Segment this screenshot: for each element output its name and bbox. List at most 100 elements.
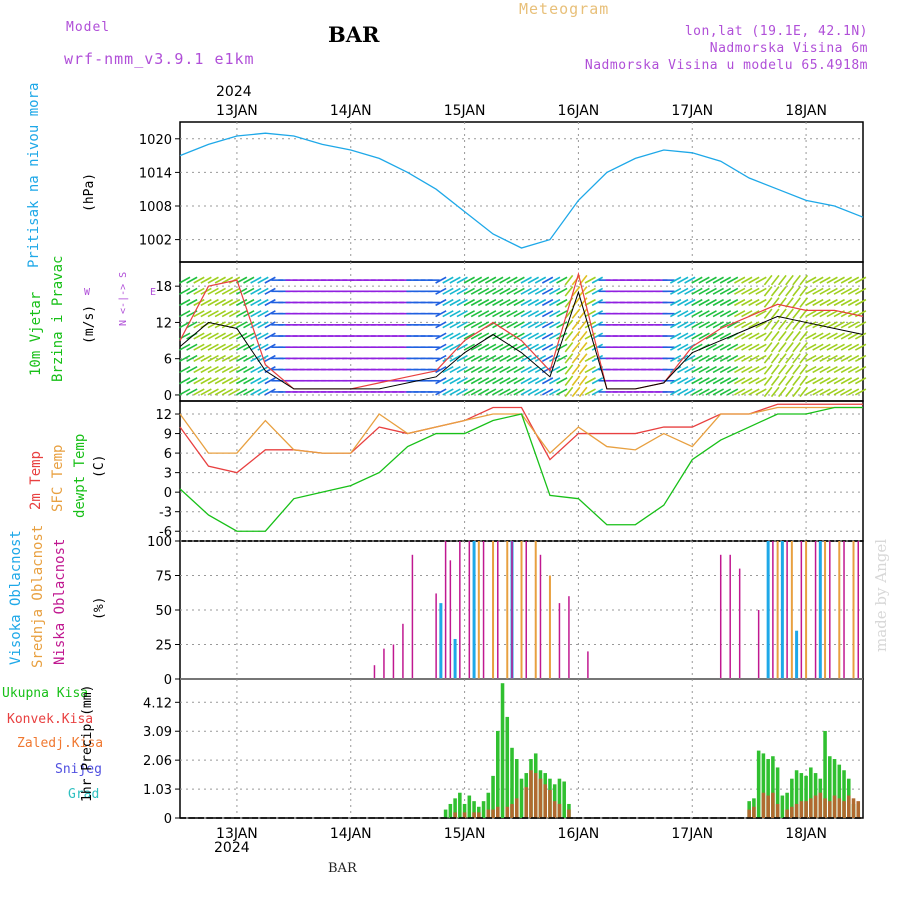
wind-barb bbox=[578, 330, 588, 342]
wind-barb bbox=[435, 276, 447, 284]
wind-barb bbox=[463, 298, 475, 307]
wind-barb bbox=[670, 332, 682, 340]
wind-barb bbox=[549, 287, 561, 295]
wind-barb bbox=[819, 321, 831, 329]
bottom-day-label: 15JAN bbox=[444, 826, 486, 842]
wind-barb bbox=[520, 354, 532, 362]
watermark: made by Angel bbox=[872, 538, 890, 652]
wind-barb bbox=[435, 365, 447, 374]
wind-barb bbox=[833, 287, 845, 295]
top-day-label: 18JAN bbox=[785, 103, 827, 119]
wind-barb bbox=[513, 287, 525, 295]
wind-barb bbox=[670, 287, 682, 295]
wind-barb bbox=[200, 388, 212, 396]
wind-barb bbox=[705, 365, 717, 374]
y-tick-label: 1020 bbox=[139, 133, 172, 148]
wind-barb bbox=[513, 354, 525, 362]
wind-barb bbox=[243, 354, 255, 362]
bottom-day-label: 14JAN bbox=[330, 826, 372, 842]
wind-barb bbox=[456, 287, 468, 295]
wind-barb bbox=[214, 354, 226, 362]
wind-barb bbox=[456, 354, 468, 362]
wind-barb bbox=[541, 354, 554, 362]
wind-barb bbox=[705, 276, 717, 284]
wind-barb bbox=[785, 286, 794, 297]
wind-barb bbox=[833, 365, 845, 374]
precip-conv-bar bbox=[775, 803, 780, 818]
wind-barb bbox=[684, 276, 696, 284]
wind-barb bbox=[477, 332, 490, 340]
y-tick-label: -3 bbox=[159, 506, 172, 521]
wind-barb bbox=[684, 377, 696, 385]
wind-barb bbox=[221, 321, 234, 329]
wind-barb bbox=[435, 377, 447, 385]
wind-barb bbox=[670, 343, 682, 351]
precip-conv-bar bbox=[486, 809, 491, 818]
precip-total-bar bbox=[842, 770, 846, 818]
wind-barb bbox=[840, 377, 853, 385]
wind-barb bbox=[534, 343, 547, 351]
wind-barb bbox=[243, 276, 255, 284]
wind-barb bbox=[228, 377, 241, 385]
precip-conv-bar bbox=[766, 795, 770, 818]
wind-barb bbox=[840, 388, 853, 396]
wind-barb bbox=[691, 321, 703, 329]
wind-barb bbox=[755, 365, 767, 374]
wind-barb bbox=[549, 365, 561, 374]
wind-barb bbox=[186, 388, 198, 396]
wind-barb bbox=[799, 274, 809, 286]
wind-barb bbox=[840, 287, 853, 295]
wind-barb bbox=[250, 354, 262, 362]
wind-barb bbox=[591, 287, 604, 295]
wind-barb bbox=[826, 287, 838, 295]
precip-legend-total: Ukupna Kisa bbox=[2, 686, 89, 701]
wind-barb bbox=[485, 310, 497, 318]
wind-barb bbox=[200, 298, 212, 307]
wind-barb bbox=[670, 354, 682, 362]
wind-barb bbox=[812, 332, 824, 340]
wind-barb bbox=[741, 343, 753, 351]
wind-barb bbox=[805, 310, 817, 318]
wind-barb bbox=[584, 287, 596, 295]
wind-barb bbox=[556, 332, 568, 340]
wind-barb bbox=[734, 310, 746, 318]
wind-barb bbox=[741, 377, 753, 385]
wind-barb bbox=[591, 310, 604, 318]
precip-unit: 1hr Precip (mm) bbox=[80, 684, 95, 802]
wind-barb bbox=[449, 321, 461, 329]
wind-barb bbox=[477, 354, 490, 362]
wind-barb bbox=[684, 287, 696, 295]
wind-barb bbox=[770, 330, 780, 342]
wind-barb bbox=[584, 388, 596, 396]
precip-conv-bar bbox=[529, 770, 533, 818]
wind-barb bbox=[705, 321, 717, 329]
precip-total-bar bbox=[467, 795, 472, 818]
wind-barb bbox=[250, 276, 262, 284]
wind-barb bbox=[578, 297, 588, 308]
wind-barb bbox=[755, 388, 767, 396]
wind-barb bbox=[755, 287, 767, 295]
wind-barb bbox=[805, 321, 817, 329]
wind-barb bbox=[833, 354, 845, 362]
wind-barb bbox=[214, 287, 226, 295]
wind-barb bbox=[847, 354, 860, 362]
wind-barb bbox=[243, 287, 255, 295]
wind-barb bbox=[698, 388, 710, 396]
y-tick-label: 9 bbox=[164, 428, 172, 443]
wind-barb bbox=[456, 298, 468, 307]
wind-barb bbox=[785, 274, 794, 286]
wind-barb bbox=[442, 310, 454, 318]
wind-barb bbox=[833, 388, 845, 396]
wind-barb bbox=[264, 332, 276, 340]
wind-barb bbox=[527, 310, 540, 318]
wind-barb bbox=[792, 342, 801, 353]
wind-barb bbox=[527, 332, 540, 340]
wind-barb bbox=[770, 342, 780, 353]
wind-barb bbox=[826, 310, 838, 318]
wind-barb bbox=[805, 287, 817, 295]
precip-total-bar bbox=[514, 759, 519, 818]
wind-barb bbox=[705, 354, 717, 362]
precip-conv-bar bbox=[794, 803, 799, 818]
wind-barb bbox=[228, 332, 241, 340]
wind-barb bbox=[684, 332, 696, 340]
